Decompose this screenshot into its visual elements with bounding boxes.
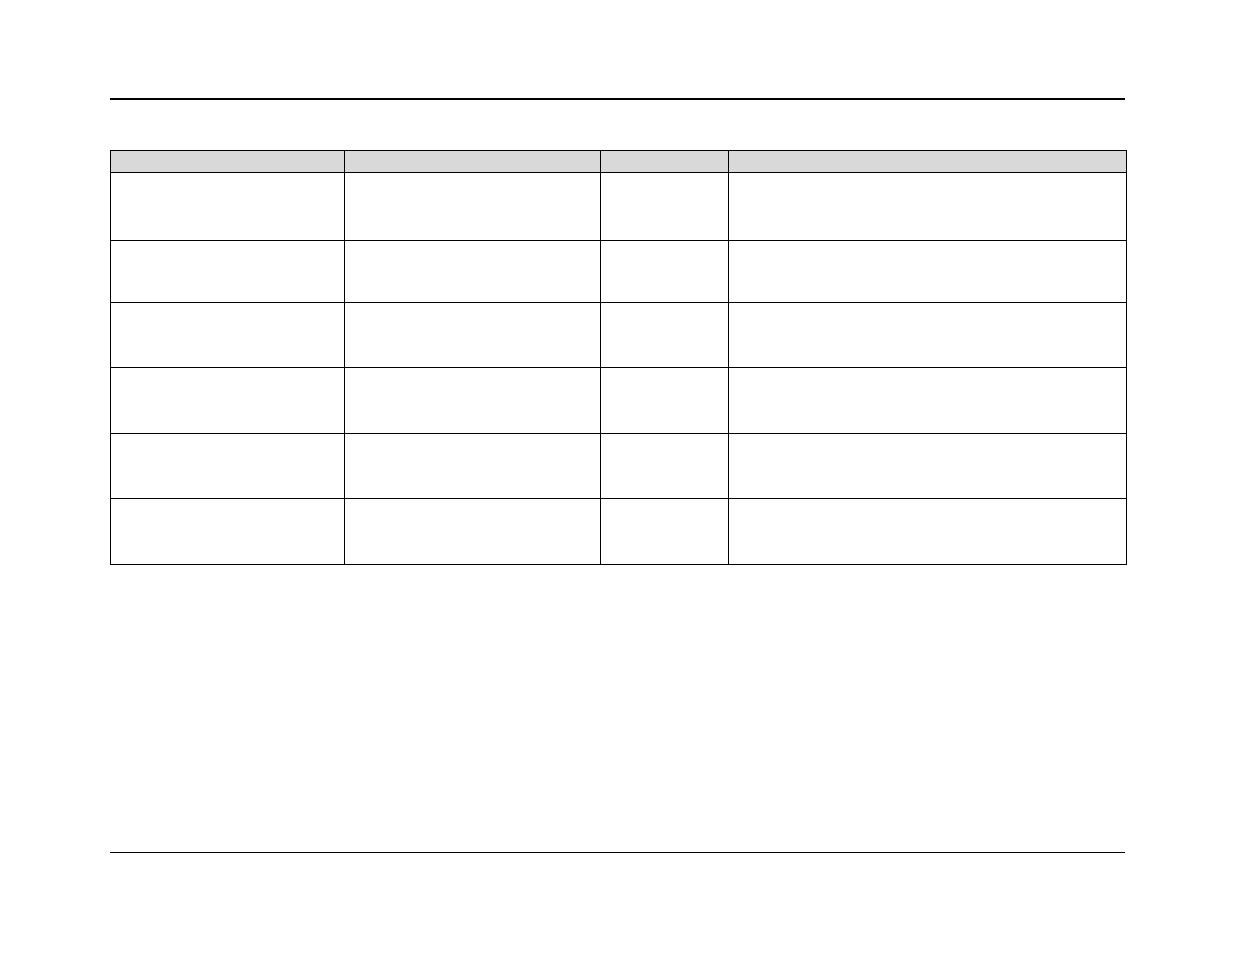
table-cell [345, 173, 601, 241]
page [0, 0, 1235, 954]
table-cell [601, 241, 729, 303]
table-row [111, 434, 1127, 499]
table-header-cell [729, 151, 1127, 173]
table-cell [111, 173, 345, 241]
table-cell [729, 303, 1127, 368]
top-rule [110, 98, 1125, 100]
table-cell [729, 241, 1127, 303]
table-cell [601, 173, 729, 241]
data-table [110, 150, 1127, 565]
table-header-cell [111, 151, 345, 173]
table-cell [111, 368, 345, 434]
table-cell [601, 499, 729, 565]
table-row [111, 173, 1127, 241]
table-cell [345, 499, 601, 565]
table-cell [729, 173, 1127, 241]
table-cell [601, 434, 729, 499]
table-cell [345, 241, 601, 303]
table-header-row [111, 151, 1127, 173]
table-cell [111, 303, 345, 368]
table-row [111, 303, 1127, 368]
table-row [111, 499, 1127, 565]
table-cell [345, 303, 601, 368]
table-cell [111, 241, 345, 303]
table-row [111, 368, 1127, 434]
bottom-rule [110, 852, 1125, 853]
table-cell [345, 434, 601, 499]
table-cell [601, 303, 729, 368]
table-cell [729, 434, 1127, 499]
table-cell [601, 368, 729, 434]
table-header-cell [601, 151, 729, 173]
table-row [111, 241, 1127, 303]
table-cell [111, 499, 345, 565]
table-header-cell [345, 151, 601, 173]
table-cell [111, 434, 345, 499]
table-cell [729, 368, 1127, 434]
table-cell [729, 499, 1127, 565]
table-cell [345, 368, 601, 434]
